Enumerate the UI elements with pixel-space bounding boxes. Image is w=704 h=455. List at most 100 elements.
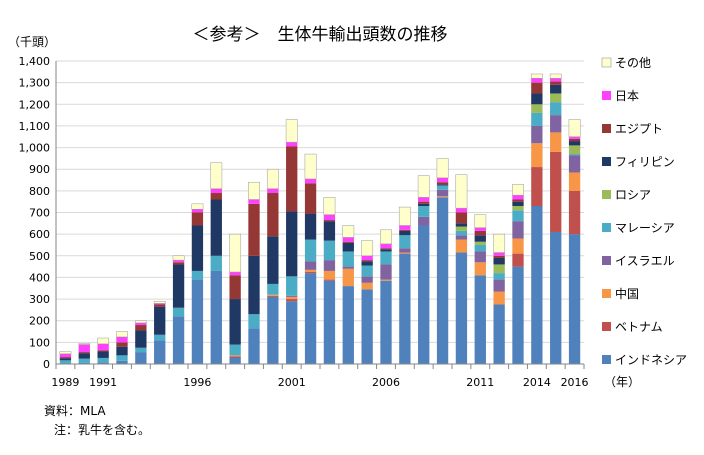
bar-segment xyxy=(323,260,336,271)
bar-segment xyxy=(568,145,581,155)
bar-segment xyxy=(474,230,486,236)
bar-segment xyxy=(549,73,562,79)
legend-label: ロシア xyxy=(615,188,651,202)
bar-segment xyxy=(191,225,204,271)
x-tick-label: 1989 xyxy=(51,376,79,389)
bar-segment xyxy=(153,300,166,304)
bar-segment xyxy=(474,214,487,228)
bar-segment xyxy=(97,357,109,363)
bar-segment xyxy=(97,351,109,358)
bar-segment xyxy=(154,303,166,305)
bar-segment xyxy=(493,304,505,364)
legend-swatch xyxy=(602,157,611,166)
x-tick-label: 2011 xyxy=(466,376,494,389)
bar-segment xyxy=(493,255,505,258)
bar-segment xyxy=(436,182,449,185)
bar-segment xyxy=(323,221,336,241)
bar-segment xyxy=(210,188,222,194)
bar-segment xyxy=(97,337,110,345)
bar-segment xyxy=(418,201,430,204)
bar-segment xyxy=(474,227,486,231)
y-tick-label: 1,000 xyxy=(19,142,51,155)
bar-segment xyxy=(436,197,449,364)
y-tick-label: 0 xyxy=(43,358,50,371)
bar-segment xyxy=(248,314,260,329)
bar-segment xyxy=(436,158,449,179)
y-axis-unit: （千頭） xyxy=(8,35,56,49)
bar-segment xyxy=(172,264,185,308)
bar-segment xyxy=(418,203,430,207)
bar-segment xyxy=(361,276,373,283)
bar-segment xyxy=(399,230,411,236)
bar-segment xyxy=(380,249,392,252)
bar-segment xyxy=(550,81,562,85)
bar-segment xyxy=(116,346,128,356)
bar-segment xyxy=(568,155,581,173)
legend-label: 日本 xyxy=(615,89,639,103)
bar-segment xyxy=(78,343,91,345)
legend-label: インドネシア xyxy=(615,353,687,367)
bar-segment xyxy=(59,353,72,358)
bar-segment xyxy=(493,291,505,305)
bar-segment xyxy=(304,272,317,274)
bar-segment xyxy=(436,184,449,186)
bar-segment xyxy=(550,151,562,232)
bar-segment xyxy=(493,257,505,265)
x-tick-label: 1996 xyxy=(183,376,211,389)
bar-segment xyxy=(172,255,185,261)
bar-segment xyxy=(361,282,373,290)
bar-segment xyxy=(361,265,373,277)
bar-segment xyxy=(361,240,374,257)
bar-segment xyxy=(398,206,411,226)
y-tick-label: 500 xyxy=(29,250,50,263)
gridlines xyxy=(56,60,584,365)
x-axis-unit: （年） xyxy=(604,375,640,389)
bar-segment xyxy=(455,230,468,236)
y-tick-label: 1,400 xyxy=(19,55,51,68)
bar-segment xyxy=(361,255,373,261)
legend-swatch xyxy=(602,322,611,331)
bar-segment xyxy=(285,119,298,143)
bar-segment xyxy=(267,236,279,284)
chart-title: ＜参考＞ 生体牛輸出頭数の推移 xyxy=(193,25,448,45)
bar-segment xyxy=(436,185,449,190)
y-tick-label: 400 xyxy=(29,271,50,284)
bar-segment xyxy=(380,251,392,265)
y-tick-label: 700 xyxy=(29,207,50,220)
legend-swatch xyxy=(602,289,611,298)
bar-segment xyxy=(116,360,128,364)
legend-swatch xyxy=(602,355,611,364)
bar-segment xyxy=(399,253,411,364)
bar-segment xyxy=(531,206,543,364)
bar-segment xyxy=(418,197,430,202)
bar-segment xyxy=(191,203,204,210)
legend-swatch xyxy=(601,57,612,68)
bar-segment xyxy=(229,275,241,300)
bar-segment xyxy=(399,252,411,254)
bar-segment xyxy=(512,266,524,364)
bar-segment xyxy=(59,351,72,355)
bar-segment xyxy=(512,238,524,254)
y-tick-label: 300 xyxy=(29,293,50,306)
bar-segment xyxy=(154,340,166,364)
legend-swatch xyxy=(602,124,611,133)
bar-segment xyxy=(323,270,336,280)
bar-segment xyxy=(380,264,392,280)
bar-segment xyxy=(342,242,354,252)
bar-segment xyxy=(568,136,581,139)
bar-segment xyxy=(342,266,354,269)
bar-segment xyxy=(59,358,72,361)
source-note: 資料：MLA xyxy=(44,404,106,418)
bar-segment xyxy=(380,229,392,245)
bar-segment xyxy=(550,93,562,103)
bar-segment xyxy=(493,273,505,280)
bar-segment xyxy=(380,280,392,364)
bar-segment xyxy=(550,231,562,364)
bar-segment xyxy=(474,251,486,263)
bar-segment xyxy=(380,243,392,249)
bar-segment xyxy=(493,264,505,274)
bar-segment xyxy=(436,189,449,197)
bar-segment xyxy=(210,270,222,364)
